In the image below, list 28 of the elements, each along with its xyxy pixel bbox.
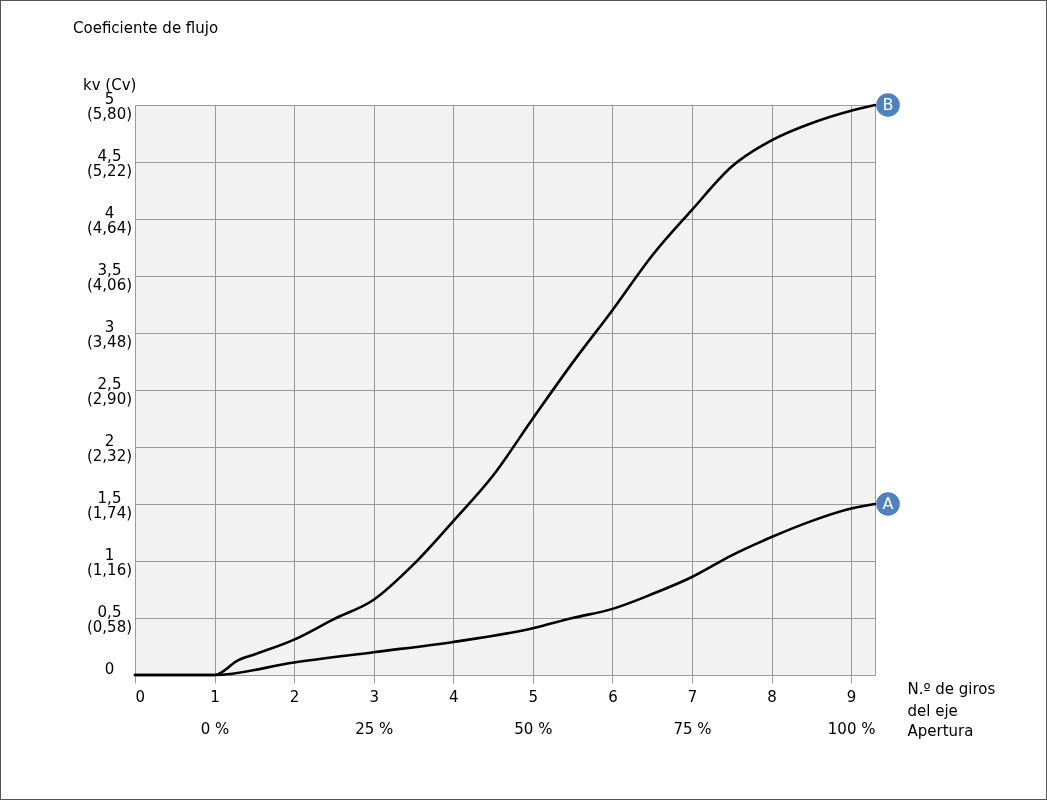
series-label: B — [882, 95, 894, 114]
x-tick-label: 8 — [767, 687, 777, 706]
x-tick-label: 9 — [846, 687, 857, 706]
x-tick-label: 5 — [528, 687, 539, 706]
x-tick-label: 6 — [608, 687, 618, 706]
x2-tick-label: 100 % — [827, 719, 876, 738]
chart-title: Coeficiente de flujo — [73, 19, 219, 37]
x-tick-label: 2 — [289, 687, 300, 706]
x2-tick-label: 0 % — [200, 719, 230, 738]
y-tick-label: 1,5 — [97, 488, 122, 507]
text: kv (Cv) — [83, 76, 137, 94]
y-tick-label: 2,5 — [97, 374, 122, 393]
x-tick-label: 7 — [687, 687, 698, 706]
x2-tick-label: 25 % — [355, 719, 394, 738]
x-tick-label: 4 — [449, 687, 459, 706]
y2-tick-label: (5,80) — [86, 104, 133, 123]
x-tick-label: 0 — [135, 687, 146, 706]
x2-tick-label: 50 % — [514, 719, 553, 738]
x-tick-label: 1 — [210, 687, 220, 706]
x-tick-label: 3 — [369, 687, 379, 706]
series-label: A — [882, 494, 894, 513]
x2-tick-label: 75 % — [673, 719, 712, 738]
y-tick-label: 3,5 — [97, 260, 122, 279]
y-tick-label: 0,5 — [97, 602, 122, 621]
y-tick-label: 4,5 — [97, 146, 122, 165]
x2-axis-title: Apertura — [907, 721, 974, 740]
y-tick-label: 0 — [104, 659, 115, 678]
x-axis-title: N.º de giros del eje — [907, 679, 996, 720]
